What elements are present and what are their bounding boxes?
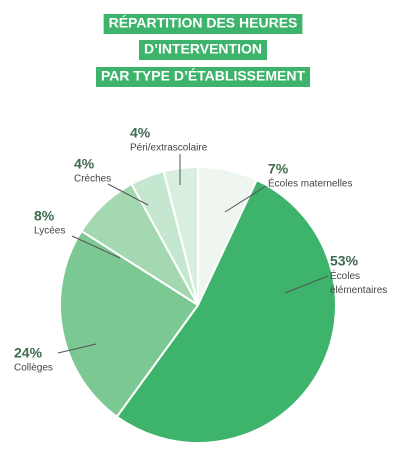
category-label: Écoles élémentaires: [330, 269, 387, 296]
chart-title: D’INTERVENTION: [144, 41, 262, 57]
category-label: Crèches: [74, 174, 111, 185]
category-label: Péri/extrascolaire: [130, 143, 208, 154]
value-label: 24%: [14, 345, 43, 361]
value-label: 7%: [268, 161, 289, 177]
category-label: Collèges: [14, 363, 53, 374]
pie-slice: [162, 165, 199, 306]
title-box: [103, 14, 303, 34]
title-box: [95, 67, 311, 87]
title-box: [139, 40, 267, 60]
chart-title: RÉPARTITION DES HEURES: [109, 15, 298, 31]
leader-line: [284, 275, 329, 294]
value-label: 4%: [130, 125, 151, 141]
pie-slice: [59, 229, 200, 419]
leader-line: [57, 343, 97, 354]
leader-line: [224, 185, 267, 213]
category-label: Écoles maternelles: [268, 177, 352, 190]
chart-title: PAR TYPE D’ÉTABLISSEMENT: [101, 68, 306, 84]
category-label: Lycées: [34, 226, 65, 237]
value-label: 4%: [74, 156, 95, 172]
value-label: 53%: [330, 253, 359, 269]
leader-line: [107, 183, 149, 206]
pie-slice: [115, 178, 338, 444]
leader-line: [71, 235, 121, 259]
value-label: 8%: [34, 208, 55, 224]
